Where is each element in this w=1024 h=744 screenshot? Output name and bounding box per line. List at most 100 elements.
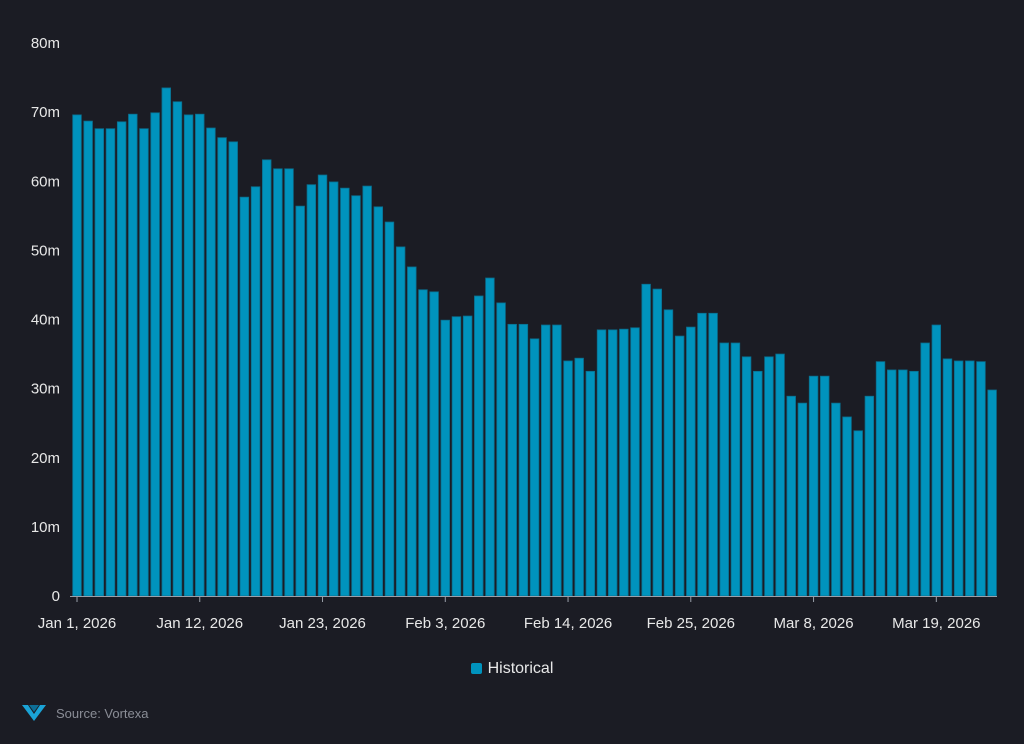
bar: [161, 87, 171, 597]
legend[interactable]: Historical: [0, 660, 1024, 678]
bar: [831, 402, 841, 597]
x-tick-label: Jan 23, 2026: [279, 615, 366, 632]
bar: [875, 361, 886, 597]
bar: [183, 114, 194, 597]
bar: [641, 283, 651, 597]
x-tick-label: Feb 3, 2026: [405, 615, 485, 632]
bar: [250, 186, 261, 597]
bar: [496, 302, 506, 597]
bar: [585, 370, 596, 597]
bar: [775, 353, 785, 597]
bar: [786, 395, 796, 597]
bar: [116, 121, 127, 597]
bar: [373, 206, 384, 597]
bar: [708, 312, 718, 597]
bar: [139, 128, 149, 597]
bar: [898, 369, 908, 597]
bar: [72, 114, 82, 597]
legend-label-historical: Historical: [487, 660, 554, 677]
bar: [674, 335, 685, 597]
bar: [228, 141, 238, 597]
source-footer: Source: Vortexa: [22, 705, 149, 721]
bar: [697, 312, 707, 597]
y-tick-label: 50m: [31, 242, 60, 259]
bar: [407, 266, 417, 597]
bar: [976, 361, 986, 597]
bar: [987, 389, 997, 597]
source-text: Source: Vortexa: [56, 705, 149, 721]
bar: [753, 370, 763, 597]
bar: [630, 327, 640, 597]
legend-swatch-historical: [470, 663, 482, 674]
x-tick-label: Feb 14, 2026: [524, 615, 612, 632]
bar: [552, 324, 562, 597]
bar: [842, 416, 852, 597]
y-tick-label: 80m: [31, 35, 60, 52]
bar: [607, 329, 618, 597]
bar: [395, 246, 406, 597]
bar: [328, 181, 339, 597]
bar: [239, 196, 250, 597]
bar: [730, 342, 741, 597]
bar: [306, 184, 317, 597]
y-tick-label: 0: [52, 588, 60, 605]
bar: [340, 187, 350, 597]
bar: [172, 101, 183, 597]
bar: [574, 357, 584, 597]
bar: [474, 295, 484, 597]
x-tick-label: Jan 1, 2026: [38, 615, 116, 632]
bar: [764, 356, 774, 597]
bar: [965, 360, 975, 597]
bar: [797, 402, 808, 597]
bar: [808, 375, 819, 597]
bar: [942, 358, 953, 597]
bar: [909, 370, 919, 597]
bar: [596, 329, 607, 597]
y-tick-label: 60m: [31, 173, 60, 190]
bar: [820, 375, 830, 597]
bar: [485, 277, 495, 597]
bar: [686, 326, 696, 597]
x-tick-label: Feb 25, 2026: [647, 615, 735, 632]
vortexa-logo-icon: [22, 705, 46, 721]
bar: [128, 113, 138, 597]
bar: [83, 120, 93, 597]
bar: [217, 137, 227, 597]
y-tick-label: 40m: [31, 312, 60, 329]
bar: [150, 112, 160, 597]
bar: [541, 324, 551, 597]
bar: [886, 369, 897, 597]
bar: [206, 127, 216, 597]
bar: [953, 360, 964, 597]
bar: [384, 221, 395, 597]
bar: [619, 328, 629, 597]
x-tick-label: Mar 19, 2026: [892, 615, 980, 632]
bar: [853, 430, 863, 597]
bar: [295, 205, 305, 597]
bar: [440, 319, 450, 597]
bar: [518, 323, 529, 597]
y-tick-label: 10m: [31, 519, 60, 536]
bar: [931, 324, 942, 597]
bar: [864, 395, 875, 597]
bar: [741, 356, 752, 597]
y-tick-label: 30m: [31, 381, 60, 398]
bar: [451, 316, 462, 597]
bar: [418, 289, 428, 597]
bar: [719, 342, 729, 597]
bar: [462, 315, 473, 597]
bar: [273, 168, 283, 597]
bar: [317, 174, 328, 597]
bar: [920, 342, 930, 597]
x-tick-label: Jan 12, 2026: [156, 615, 243, 632]
bar: [507, 323, 517, 597]
bar: [652, 288, 663, 597]
bar: [195, 113, 205, 597]
bar: [262, 159, 272, 597]
y-tick-label: 20m: [31, 450, 60, 467]
bar: [362, 185, 372, 597]
bar: [105, 128, 116, 597]
bar: [429, 291, 439, 597]
bar: [351, 195, 361, 597]
